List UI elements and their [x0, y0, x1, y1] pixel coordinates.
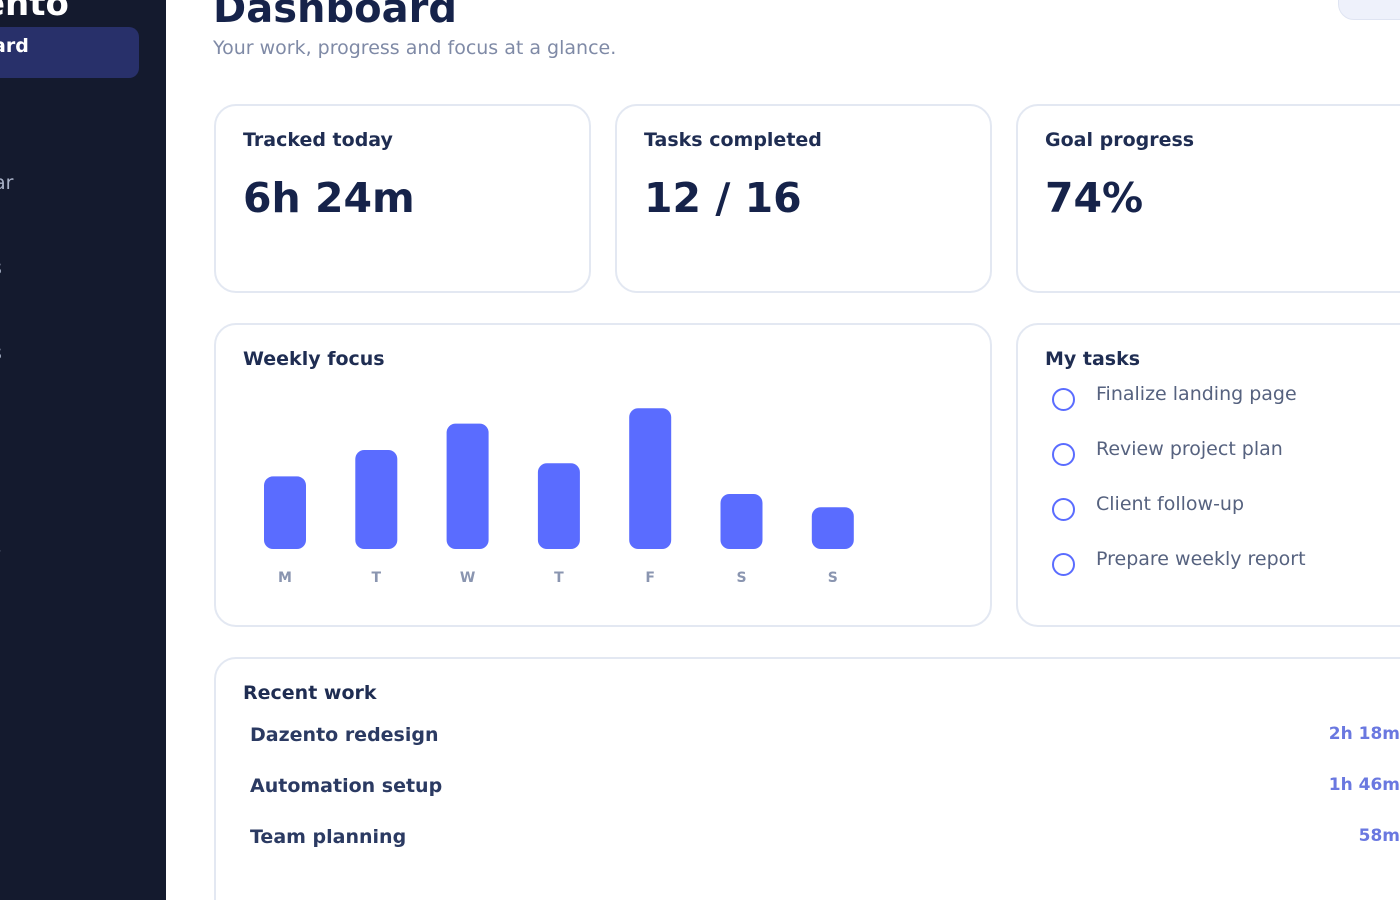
page-title: Dashboard [213, 0, 457, 32]
task-label: Prepare weekly report [1096, 548, 1306, 570]
sidebar-item-dashboard[interactable]: oard [0, 27, 139, 78]
chart-bar [537, 463, 580, 549]
chart-bar [720, 494, 763, 549]
chart-x-tick-label: S [736, 570, 746, 586]
chart-x-tick-label: F [645, 570, 655, 586]
chart-bar [446, 423, 489, 549]
recent-work-row[interactable]: Dazento redesign 2h 18m [250, 724, 1400, 754]
recent-work-card: Recent work Dazento redesign 2h 18m Auto… [214, 657, 1400, 900]
chart-bar [811, 507, 854, 549]
header-action-button[interactable] [1338, 0, 1400, 20]
work-name: Team planning [250, 826, 407, 848]
task-label: Client follow-up [1096, 493, 1245, 515]
stat-value: 6h 24m [243, 174, 415, 222]
task-checkbox[interactable] [1052, 553, 1075, 576]
work-time: 2h 18m [1328, 724, 1400, 744]
work-time: 58m [1358, 826, 1400, 846]
task-checkbox[interactable] [1052, 388, 1075, 411]
sidebar: ento oard ar s s / . [0, 0, 166, 900]
page-subtitle: Your work, progress and focus at a glanc… [213, 37, 617, 59]
chart-x-tick-label: T [372, 570, 382, 586]
task-checkbox[interactable] [1052, 443, 1075, 466]
recent-work-title: Recent work [243, 682, 377, 704]
sidebar-item-reports[interactable]: s [0, 342, 2, 364]
chart-x-tick-label: W [460, 570, 475, 586]
work-name: Dazento redesign [250, 724, 439, 746]
stat-card-goal-progress: Goal progress 74% [1016, 104, 1400, 293]
stat-label: Goal progress [1045, 129, 1195, 151]
work-time: 1h 46m [1328, 775, 1400, 795]
chart-bar [355, 450, 398, 549]
chart-x-tick-label: S [828, 570, 838, 586]
task-label: Review project plan [1096, 438, 1283, 460]
recent-work-row[interactable]: Automation setup 1h 46m [250, 775, 1400, 805]
chart-bar [264, 476, 306, 549]
stat-label: Tasks completed [644, 129, 822, 151]
recent-work-row[interactable]: Team planning 58m [250, 826, 1400, 856]
stat-card-tracked-today: Tracked today 6h 24m [214, 104, 591, 293]
chart-x-tick-label: M [278, 570, 292, 586]
stat-value: 12 / 16 [644, 174, 802, 222]
sidebar-item-projects[interactable]: s [0, 257, 2, 279]
task-checkbox[interactable] [1052, 498, 1075, 521]
tasks-title: My tasks [1045, 348, 1141, 370]
work-name: Automation setup [250, 775, 443, 797]
stat-label: Tracked today [243, 129, 393, 151]
sidebar-item-calendar[interactable]: ar [0, 172, 14, 194]
stat-value: 74% [1045, 174, 1144, 222]
chart-x-tick-label: T [554, 570, 564, 586]
chart-title: Weekly focus [243, 348, 385, 370]
weekly-focus-card: Weekly focus M T W T F S S [214, 323, 992, 627]
task-label: Finalize landing page [1096, 383, 1297, 405]
stat-card-tasks-completed: Tasks completed 12 / 16 [615, 104, 992, 293]
chart-bar [629, 408, 672, 549]
my-tasks-card: My tasks Finalize landing page Review pr… [1016, 323, 1400, 627]
brand-logo: ento [0, 0, 69, 24]
